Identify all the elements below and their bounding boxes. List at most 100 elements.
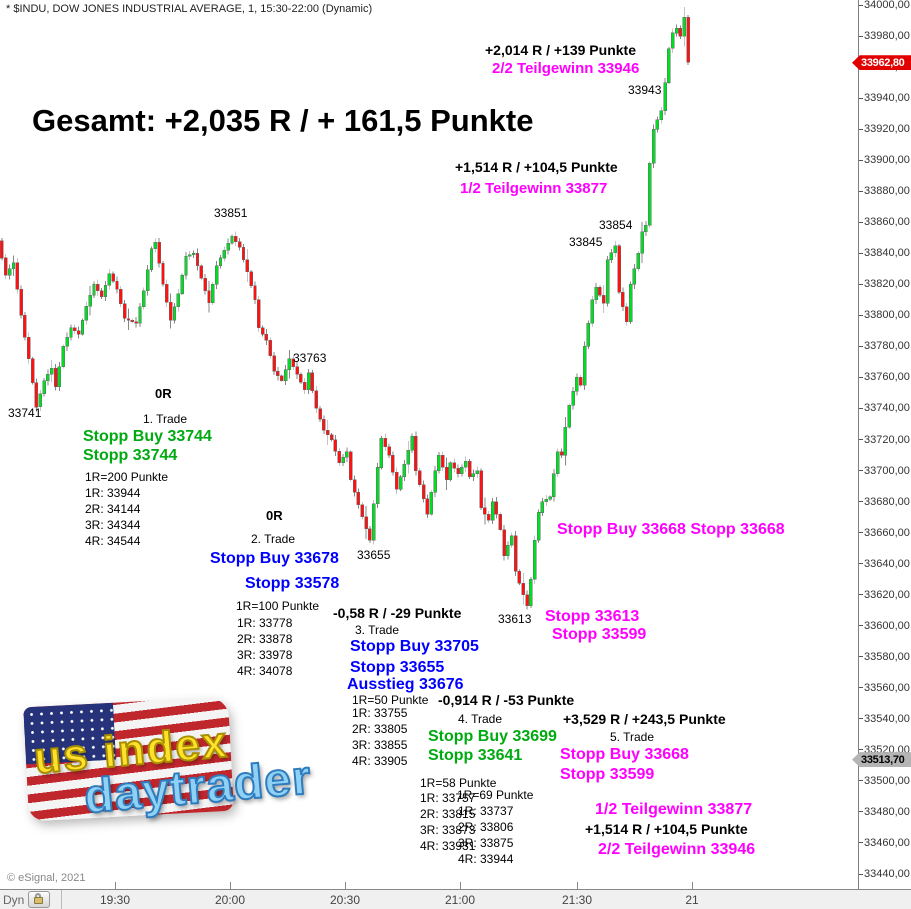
candlestick-chart[interactable] [0,0,858,889]
trade3-result: -0,58 R / -29 Punkte [333,605,462,621]
trade5-final-result: +2,014 R / +139 Punkte [485,42,636,58]
price-tick: 33860,00 [859,216,910,229]
price-label-33854: 33854 [599,218,633,232]
trade1-label: 1. Trade [143,412,188,426]
trade1-r3: 3R: 34344 [85,518,141,532]
time-tick-mark [692,882,693,889]
trade2-r3: 3R: 33978 [237,648,293,662]
price-tick: 33440,00 [859,868,910,881]
price-tick: 33900,00 [859,154,910,167]
trade1-r4: 4R: 34544 [85,534,141,548]
price-label-33741: 33741 [8,406,42,420]
price-tick: 33500,00 [859,774,910,787]
trade4-stopp-buy: Stopp Buy 33699 [428,728,557,745]
teilgewinn-1-2-upper: 1/2 Teilgewinn 33877 [460,180,608,197]
trade2-r-base: 1R=100 Punkte [236,599,320,613]
trade2-stopp-buy: Stopp Buy 33678 [210,550,339,567]
trade2-r2: 2R: 33878 [237,632,293,646]
trade5-stopp-buy: Stopp Buy 33668 [560,746,689,763]
trade3-r2: 2R: 33805 [352,722,408,736]
trade2-r1: 1R: 33778 [237,616,293,630]
trade4-r3: 3R: 33873 [420,823,476,837]
price-tick: 33700,00 [859,464,910,477]
trade1-r1: 1R: 33944 [85,486,141,500]
stopp-33613: Stopp 33613 [545,608,640,625]
trade3-stopp-buy: Stopp Buy 33705 [350,638,479,655]
trade1-r-base: 1R=200 Punkte [85,470,169,484]
price-label-33613: 33613 [498,612,532,626]
trade4-stopp: Stopp 33641 [428,747,523,764]
price-tick: 33720,00 [859,433,910,446]
price-tick: 33800,00 [859,309,910,322]
price-tick: 33660,00 [859,526,910,539]
trade1-stopp: Stopp 33744 [83,447,178,464]
price-tick: 33740,00 [859,402,910,415]
time-tick-label: 20:30 [329,893,361,907]
reference-price-value: 33513,70 [861,753,905,766]
lock-icon-body [34,897,44,904]
teilgewinn-2-2-upper: 2/2 Teilgewinn 33946 [492,60,640,77]
teilgewinn-1-2-lower: 1/2 Teilgewinn 33877 [595,801,753,818]
price-tick: 33480,00 [859,805,910,818]
trade5-r3: 3R: 33875 [458,836,514,850]
trade3-ausstieg: Ausstieg 33676 [347,676,464,693]
price-label-33655: 33655 [357,548,391,562]
trade5-r-base: 1R=69 Punkte [457,788,534,802]
time-tick-label: 21:00 [444,893,476,907]
trade3-r-base: 1R=50 Punkte [352,693,429,707]
trade2-r4: 4R: 34078 [237,664,293,678]
price-tick: 33640,00 [859,557,910,570]
price-tick: 33460,00 [859,836,910,849]
reference-price-tag: 33513,70 [852,752,911,768]
time-axis[interactable]: Dyn 19:30 20:00 20:30 21:00 21:30 21 [0,889,911,909]
trade1-0r: 0R [155,386,172,401]
trade3-r4: 4R: 33905 [352,754,408,768]
price-tick: 33560,00 [859,681,910,694]
stopp-33599-mid: Stopp 33599 [552,626,647,643]
price-tick: 33600,00 [859,619,910,632]
last-price-value: 33962,80 [861,56,905,69]
chart-title: * $INDU, DOW JONES INDUSTRIAL AVERAGE, 1… [6,3,373,15]
us-index-daytrader-logo: us index daytrader [0,688,320,863]
stopp-buy-33668-pair: Stopp Buy 33668 Stopp 33668 [557,521,785,538]
trade5-partial-result: +1,514 R / +104,5 Punkte [455,159,618,175]
trade4-result: -0,914 R / -53 Punkte [438,692,575,708]
trade5-result: +3,529 R / +243,5 Punkte [563,711,726,727]
trade3-r3: 3R: 33855 [352,738,408,752]
teilgewinn-2-2-lower: 2/2 Teilgewinn 33946 [598,841,756,858]
price-tick: 33580,00 [859,650,910,663]
trade4-label: 4. Trade [458,712,503,726]
dyn-scale-toggle[interactable]: Dyn [3,892,25,907]
last-price-tag: 33962,80 [852,55,911,71]
price-label-33943: 33943 [628,83,662,97]
price-label-33845: 33845 [569,235,603,249]
lock-icon [35,893,42,898]
trade3-label: 3. Trade [355,623,400,637]
price-tick: 33820,00 [859,278,910,291]
trade2-stopp: Stopp 33578 [245,575,340,592]
price-tick: 33840,00 [859,247,910,260]
trade2-label: 2. Trade [251,532,296,546]
trade2-0r: 0R [266,508,283,523]
trade1-stopp-buy: Stopp Buy 33744 [83,428,212,445]
lock-scale-button[interactable] [28,891,51,908]
trade4-r1: 1R: 33757 [420,791,476,805]
trade1-r2: 2R: 34144 [85,502,141,516]
trade5-stopp: Stopp 33599 [560,766,655,783]
trade4-r-base: 1R=58 Punkte [420,776,497,790]
time-tick-mark [577,882,578,889]
price-tick: 34000,00 [859,0,910,12]
trade5-partial-result-lower: +1,514 R / +104,5 Punkte [585,821,748,837]
scale-mode-box: Dyn [0,890,62,909]
time-tick-mark [345,882,346,889]
price-axis[interactable]: 34000,0033980,0033960,0033940,0033920,00… [852,0,911,889]
trade5-label: 5. Trade [610,730,655,744]
trade5-r2: 2R: 33806 [458,820,514,834]
trade4-r4: 4R: 33931 [420,839,476,853]
time-tick-mark [230,882,231,889]
price-tick: 33760,00 [859,371,910,384]
price-tick: 33980,00 [859,30,910,43]
esignal-copyright: © eSignal, 2021 [7,872,86,884]
price-tick: 33780,00 [859,340,910,353]
time-tick-label: 20:00 [214,893,246,907]
